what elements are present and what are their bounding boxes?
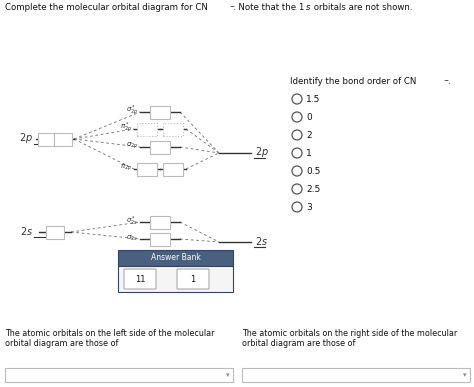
FancyBboxPatch shape — [137, 123, 157, 135]
Circle shape — [292, 148, 302, 158]
Text: The atomic orbitals on the right side of the molecular: The atomic orbitals on the right side of… — [242, 329, 457, 338]
Text: $^-$: $^-$ — [228, 3, 236, 12]
Text: 1.5: 1.5 — [306, 94, 320, 103]
Text: 2.5: 2.5 — [306, 185, 320, 194]
FancyBboxPatch shape — [118, 250, 233, 266]
FancyBboxPatch shape — [46, 226, 64, 238]
Text: Complete the molecular orbital diagram for CN: Complete the molecular orbital diagram f… — [5, 3, 208, 12]
Circle shape — [292, 184, 302, 194]
Text: $\sigma^*_{2p}$: $\sigma^*_{2p}$ — [126, 104, 138, 118]
Text: $\pi^*_{2p}$: $\pi^*_{2p}$ — [120, 121, 132, 135]
Circle shape — [292, 202, 302, 212]
FancyBboxPatch shape — [163, 163, 183, 175]
Text: $\sigma_{2p}$: $\sigma_{2p}$ — [126, 141, 138, 151]
Text: ▾: ▾ — [226, 372, 230, 378]
Text: ▾: ▾ — [463, 372, 467, 378]
FancyBboxPatch shape — [242, 368, 470, 382]
Circle shape — [292, 166, 302, 176]
FancyBboxPatch shape — [150, 106, 170, 118]
Text: $2p$: $2p$ — [255, 145, 269, 159]
Text: Identify the bond order of CN: Identify the bond order of CN — [290, 77, 416, 86]
Text: $^-$: $^-$ — [442, 77, 450, 86]
Text: s: s — [306, 3, 310, 12]
FancyBboxPatch shape — [150, 140, 170, 154]
Circle shape — [292, 130, 302, 140]
FancyBboxPatch shape — [54, 132, 72, 146]
Text: . Note that the 1: . Note that the 1 — [233, 3, 304, 12]
FancyBboxPatch shape — [177, 269, 209, 289]
Text: The atomic orbitals on the left side of the molecular: The atomic orbitals on the left side of … — [5, 329, 215, 338]
Text: $2p$: $2p$ — [19, 131, 33, 145]
FancyBboxPatch shape — [137, 163, 157, 175]
Circle shape — [292, 112, 302, 122]
Text: 3: 3 — [306, 202, 312, 212]
FancyBboxPatch shape — [118, 266, 233, 292]
FancyBboxPatch shape — [150, 216, 170, 228]
Text: orbitals are not shown.: orbitals are not shown. — [311, 3, 412, 12]
Text: $\sigma_{2s}$: $\sigma_{2s}$ — [126, 233, 138, 243]
Text: 11: 11 — [135, 274, 145, 284]
Text: 0.5: 0.5 — [306, 166, 320, 175]
Text: 1: 1 — [191, 274, 196, 284]
Text: $\sigma^*_{2s}$: $\sigma^*_{2s}$ — [126, 214, 138, 228]
Circle shape — [292, 94, 302, 104]
Text: $\pi_{2p}$: $\pi_{2p}$ — [120, 163, 132, 173]
Text: 1: 1 — [306, 149, 312, 158]
Text: orbital diagram are those of: orbital diagram are those of — [5, 339, 118, 348]
Text: .: . — [447, 77, 450, 86]
Text: 2: 2 — [306, 130, 311, 139]
Text: $2s$: $2s$ — [20, 225, 33, 237]
FancyBboxPatch shape — [163, 123, 183, 135]
FancyBboxPatch shape — [124, 269, 156, 289]
Text: 0: 0 — [306, 113, 312, 122]
FancyBboxPatch shape — [150, 233, 170, 245]
FancyBboxPatch shape — [5, 368, 233, 382]
Text: Answer Bank: Answer Bank — [151, 253, 201, 262]
Text: orbital diagram are those of: orbital diagram are those of — [242, 339, 356, 348]
FancyBboxPatch shape — [38, 132, 56, 146]
Text: $2s$: $2s$ — [255, 235, 268, 247]
